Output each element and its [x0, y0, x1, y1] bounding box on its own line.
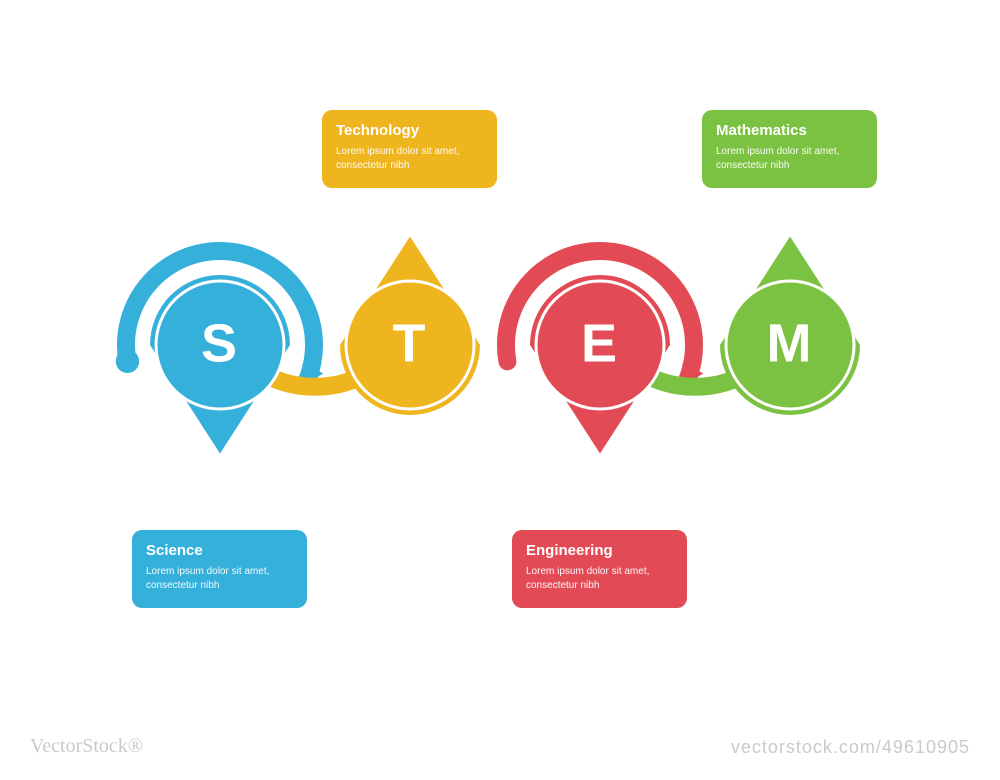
- infographic-stage: S T E M Science Lorem ipsum dolor sit amet, …: [0, 0, 1000, 780]
- info-card: Science Lorem ipsum dolor sit amet, conse…: [132, 530, 307, 608]
- drop-letter: M: [767, 313, 814, 373]
- watermark-right: vectorstock.com/49610905: [731, 737, 970, 758]
- drop-letter: T: [393, 313, 428, 373]
- info-card: Engineering Lorem ipsum dolor sit amet, c…: [512, 530, 687, 608]
- info-card: Technology Lorem ipsum dolor sit amet, co…: [322, 110, 497, 188]
- info-card-title: Engineering: [526, 542, 673, 559]
- watermark-left: VectorStock®: [30, 735, 143, 758]
- info-card: Mathematics Lorem ipsum dolor sit amet, c…: [702, 110, 877, 188]
- stem-drop: T: [340, 237, 480, 416]
- info-card-body: Lorem ipsum dolor sit amet, consectetur …: [336, 145, 483, 173]
- info-card-title: Mathematics: [716, 122, 863, 139]
- drop-letter: E: [581, 313, 619, 373]
- stem-drop: M: [720, 237, 860, 416]
- stem-drop: E: [530, 275, 670, 454]
- info-card-title: Science: [146, 542, 293, 559]
- stem-drop: S: [150, 275, 290, 454]
- info-card-title: Technology: [336, 122, 483, 139]
- drop-letter: S: [201, 313, 239, 373]
- info-card-body: Lorem ipsum dolor sit amet, consectetur …: [526, 565, 673, 593]
- info-card-body: Lorem ipsum dolor sit amet, consectetur …: [146, 565, 293, 593]
- connector-start-dot: [116, 350, 139, 373]
- info-card-body: Lorem ipsum dolor sit amet, consectetur …: [716, 145, 863, 173]
